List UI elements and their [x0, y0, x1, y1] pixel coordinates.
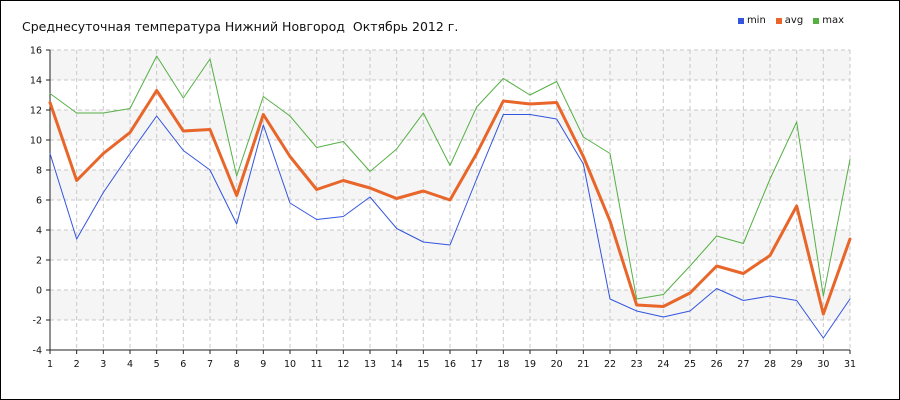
- x-tick-label: 16: [444, 359, 456, 370]
- series-line-max: [49, 55, 851, 300]
- y-tick-label: 6: [36, 196, 42, 207]
- y-tick-label: 14: [30, 76, 42, 87]
- x-tick-label: 8: [234, 359, 240, 370]
- x-tick-label: 18: [497, 359, 509, 370]
- y-tick-label: 8: [36, 166, 42, 177]
- x-tick-label: 9: [260, 359, 266, 370]
- x-tick-label: 17: [471, 359, 483, 370]
- y-tick-label: -2: [33, 316, 42, 327]
- x-tick-label: 2: [74, 359, 80, 370]
- x-tick-label: 28: [764, 359, 776, 370]
- y-tick-label: 10: [30, 136, 42, 147]
- series-line-avg: [48, 89, 852, 316]
- legend-label: max: [822, 15, 844, 26]
- y-tick-label: 2: [36, 256, 42, 267]
- legend-swatch: [737, 17, 744, 24]
- legend-item-avg: avg: [775, 15, 804, 26]
- x-tick-label: 13: [364, 359, 376, 370]
- x-tick-label: 6: [180, 359, 186, 370]
- x-tick-label: 4: [127, 359, 133, 370]
- legend-item-min: min: [737, 15, 766, 26]
- x-tick-label: 5: [154, 359, 160, 370]
- x-tick-label: 7: [207, 359, 213, 370]
- x-tick-label: 30: [817, 359, 829, 370]
- legend-item-max: max: [813, 15, 844, 26]
- x-tick-label: 14: [391, 359, 403, 370]
- x-tick-label: 11: [311, 359, 323, 370]
- x-tick-label: 29: [791, 359, 803, 370]
- chart-legend: min avg max: [737, 15, 844, 26]
- x-tick-label: 25: [684, 359, 696, 370]
- x-tick-label: 24: [657, 359, 669, 370]
- legend-swatch: [813, 17, 820, 24]
- x-tick-label: 23: [631, 359, 643, 370]
- x-tick-label: 1: [47, 359, 53, 370]
- legend-swatch: [775, 17, 782, 24]
- y-tick-label: 0: [36, 286, 42, 297]
- chart-title: Среднесуточная температура Нижний Новгор…: [22, 19, 459, 34]
- x-tick-label: 26: [711, 359, 723, 370]
- x-tick-label: 15: [417, 359, 429, 370]
- y-tick-label: 4: [36, 226, 42, 237]
- x-tick-label: 21: [577, 359, 589, 370]
- x-tick-label: 10: [284, 359, 296, 370]
- y-tick-label: 16: [30, 46, 42, 57]
- series-line-min: [49, 114, 851, 339]
- x-tick-label: 19: [524, 359, 536, 370]
- x-tick-label: 31: [844, 359, 856, 370]
- legend-label: min: [746, 15, 766, 26]
- x-tick-label: 20: [551, 359, 563, 370]
- legend-label: avg: [784, 15, 804, 26]
- x-tick-label: 3: [100, 359, 106, 370]
- y-tick-label: 12: [30, 106, 42, 117]
- y-tick-label: -4: [33, 346, 42, 357]
- x-tick-label: 12: [337, 359, 349, 370]
- x-tick-label: 27: [737, 359, 749, 370]
- x-tick-label: 22: [604, 359, 616, 370]
